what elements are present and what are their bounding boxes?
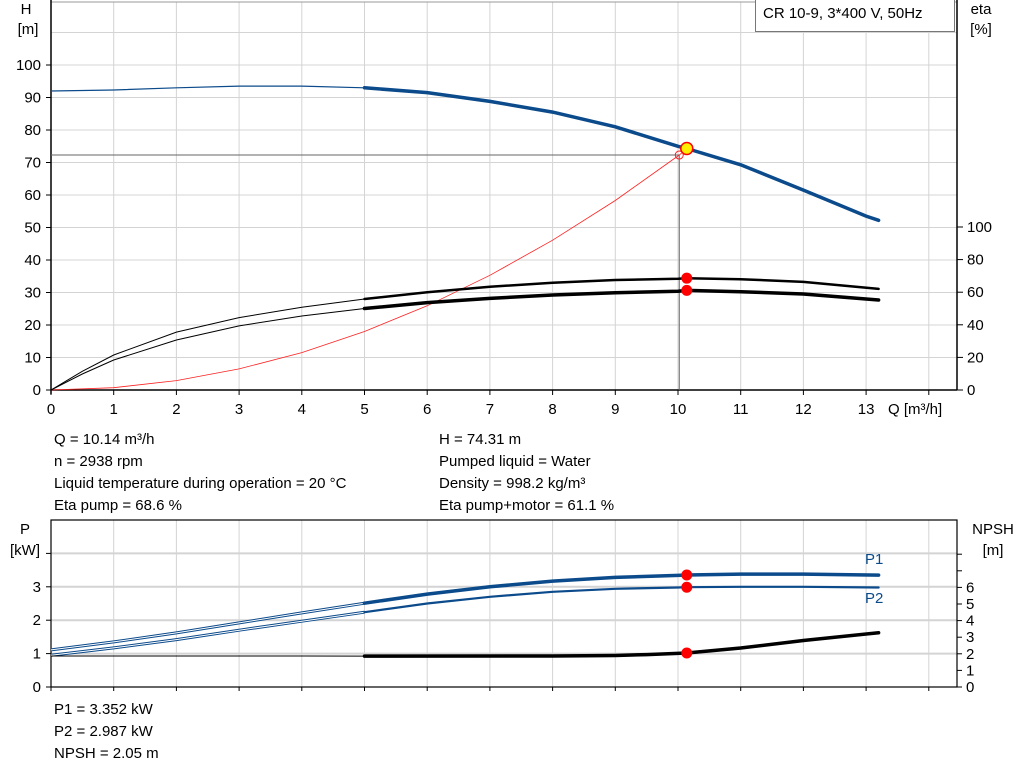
eta-tick-label: 100 bbox=[967, 219, 992, 236]
eta-pump-curve-thin bbox=[50, 298, 365, 391]
eta-tick-label: 40 bbox=[967, 317, 984, 334]
info-q: Q = 10.14 m³/h bbox=[54, 431, 155, 448]
q-tick-label: 4 bbox=[298, 401, 306, 418]
bottom-plot-frame bbox=[50, 519, 958, 688]
top-grid: 0 1 2 3 4 5 6 7 8 9 10 11 12 130102030405060708090100… bbox=[16, 0, 992, 418]
q-axis-label: Q [m³/h] bbox=[888, 401, 942, 418]
q-tick-label: 11 bbox=[733, 401, 749, 418]
p2-curve bbox=[363, 585, 880, 614]
p-tick-label: 3 bbox=[33, 579, 41, 596]
p-tick-label: 1 bbox=[33, 646, 41, 663]
eta-pump-duty-point bbox=[681, 272, 693, 284]
h-tick-label: 30 bbox=[24, 285, 41, 302]
eta-pump-motor-duty-point bbox=[681, 284, 693, 296]
system-curve bbox=[50, 148, 688, 391]
eta-pump-motor-curve bbox=[362, 288, 881, 311]
info-h: H = 74.31 m bbox=[439, 431, 522, 448]
q-tick-label: 3 bbox=[235, 401, 243, 418]
q-tick-label: 2 bbox=[172, 401, 180, 418]
q-tick-label: 6 bbox=[423, 401, 431, 418]
info-p1: P1 = 3.352 kW bbox=[54, 701, 153, 718]
info-eta-pump-motor: Eta pump+motor = 61.1 % bbox=[439, 497, 615, 514]
info-temperature: Liquid temperature during operation = 20… bbox=[54, 475, 347, 492]
npsh-duty-point bbox=[681, 647, 693, 659]
chart-title-box: CR 10-9, 3*400 V, 50Hz bbox=[755, 0, 955, 32]
h-tick-label: 20 bbox=[24, 317, 41, 334]
h-tick-label: 40 bbox=[24, 252, 41, 269]
info-left: Q = 10.14 m³/h n = 2938 rpm Liquid tempe… bbox=[54, 429, 346, 517]
info-n: n = 2938 rpm bbox=[54, 453, 143, 470]
h-axis-label: H bbox=[21, 1, 32, 18]
chart-marks bbox=[50, 85, 881, 659]
eta-tick-label: 20 bbox=[967, 349, 984, 366]
axis-labels: H [m] eta [%] Q [m³/h] P [kW] NPSH [m] P… bbox=[10, 1, 1014, 607]
p1-curve-thin-inner bbox=[50, 602, 365, 651]
p-axis-label: P bbox=[20, 521, 30, 538]
info-npsh: NPSH = 2.05 m bbox=[54, 745, 159, 762]
chart-title: CR 10-9, 3*400 V, 50Hz bbox=[763, 5, 923, 22]
npsh-tick-label: 4 bbox=[966, 613, 974, 630]
h-tick-label: 10 bbox=[24, 350, 41, 367]
npsh-curve bbox=[362, 630, 881, 658]
h-tick-label: 80 bbox=[24, 122, 41, 139]
p1-duty-point bbox=[681, 569, 693, 581]
eta-tick-label: 0 bbox=[967, 382, 975, 399]
p1-series-label: P1 bbox=[865, 551, 883, 568]
q-tick-label: 1 bbox=[110, 401, 118, 418]
npsh-tick-label: 5 bbox=[966, 596, 974, 613]
q-tick-label: 12 bbox=[795, 401, 812, 418]
eta-pump-curve bbox=[363, 276, 880, 301]
h-curve bbox=[362, 86, 881, 223]
eta-tick-label: 60 bbox=[967, 284, 984, 301]
p2-curve-thin-inner bbox=[50, 611, 365, 656]
system-point-marker bbox=[674, 150, 684, 160]
npsh-tick-label: 1 bbox=[966, 662, 974, 679]
q-tick-label: 0 bbox=[47, 401, 55, 418]
p-axis-unit: [kW] bbox=[10, 542, 40, 559]
eta-tick-label: 80 bbox=[967, 252, 984, 269]
info-liquid: Pumped liquid = Water bbox=[439, 453, 591, 470]
h-tick-label: 100 bbox=[16, 57, 41, 74]
h-curve-thin bbox=[50, 85, 365, 92]
q-tick-label: 10 bbox=[670, 401, 687, 418]
npsh-tick-label: 3 bbox=[966, 629, 974, 646]
h-tick-label: 90 bbox=[24, 90, 41, 107]
info-p2: P2 = 2.987 kW bbox=[54, 723, 153, 740]
q-tick-label: 5 bbox=[360, 401, 368, 418]
p-tick-label: 2 bbox=[33, 612, 41, 629]
q-tick-label: 13 bbox=[858, 401, 875, 418]
npsh-tick-label: 2 bbox=[966, 646, 974, 663]
q-tick-label: 8 bbox=[548, 401, 556, 418]
info-right: H = 74.31 m Pumped liquid = Water Densit… bbox=[439, 429, 614, 517]
info-density: Density = 998.2 kg/m³ bbox=[439, 475, 586, 492]
eta-axis-unit: [%] bbox=[970, 21, 992, 38]
p1-curve bbox=[362, 572, 881, 605]
info-eta-pump: Eta pump = 68.6 % bbox=[54, 497, 182, 514]
q-tick-label: 7 bbox=[486, 401, 494, 418]
p2-series-label: P2 bbox=[865, 590, 883, 607]
npsh-tick-label: 6 bbox=[966, 579, 974, 596]
npsh-tick-label: 0 bbox=[966, 679, 974, 696]
h-tick-label: 0 bbox=[33, 382, 41, 399]
p-tick-label: 0 bbox=[33, 679, 41, 696]
h-tick-label: 70 bbox=[24, 155, 41, 172]
duty-point-marker bbox=[680, 141, 694, 156]
npsh-axis-label: NPSH bbox=[972, 521, 1014, 538]
p2-duty-point bbox=[681, 581, 693, 593]
eta-axis-label: eta bbox=[971, 1, 993, 18]
h-tick-label: 50 bbox=[24, 220, 41, 237]
npsh-axis-unit: [m] bbox=[983, 542, 1004, 559]
eta-pump-motor-curve-thin bbox=[50, 308, 365, 391]
h-tick-label: 60 bbox=[24, 187, 41, 204]
h-axis-unit: [m] bbox=[18, 21, 39, 38]
q-tick-label: 9 bbox=[611, 401, 619, 418]
info-bottom: P1 = 3.352 kW P2 = 2.987 kW NPSH = 2.05 … bbox=[54, 699, 159, 765]
